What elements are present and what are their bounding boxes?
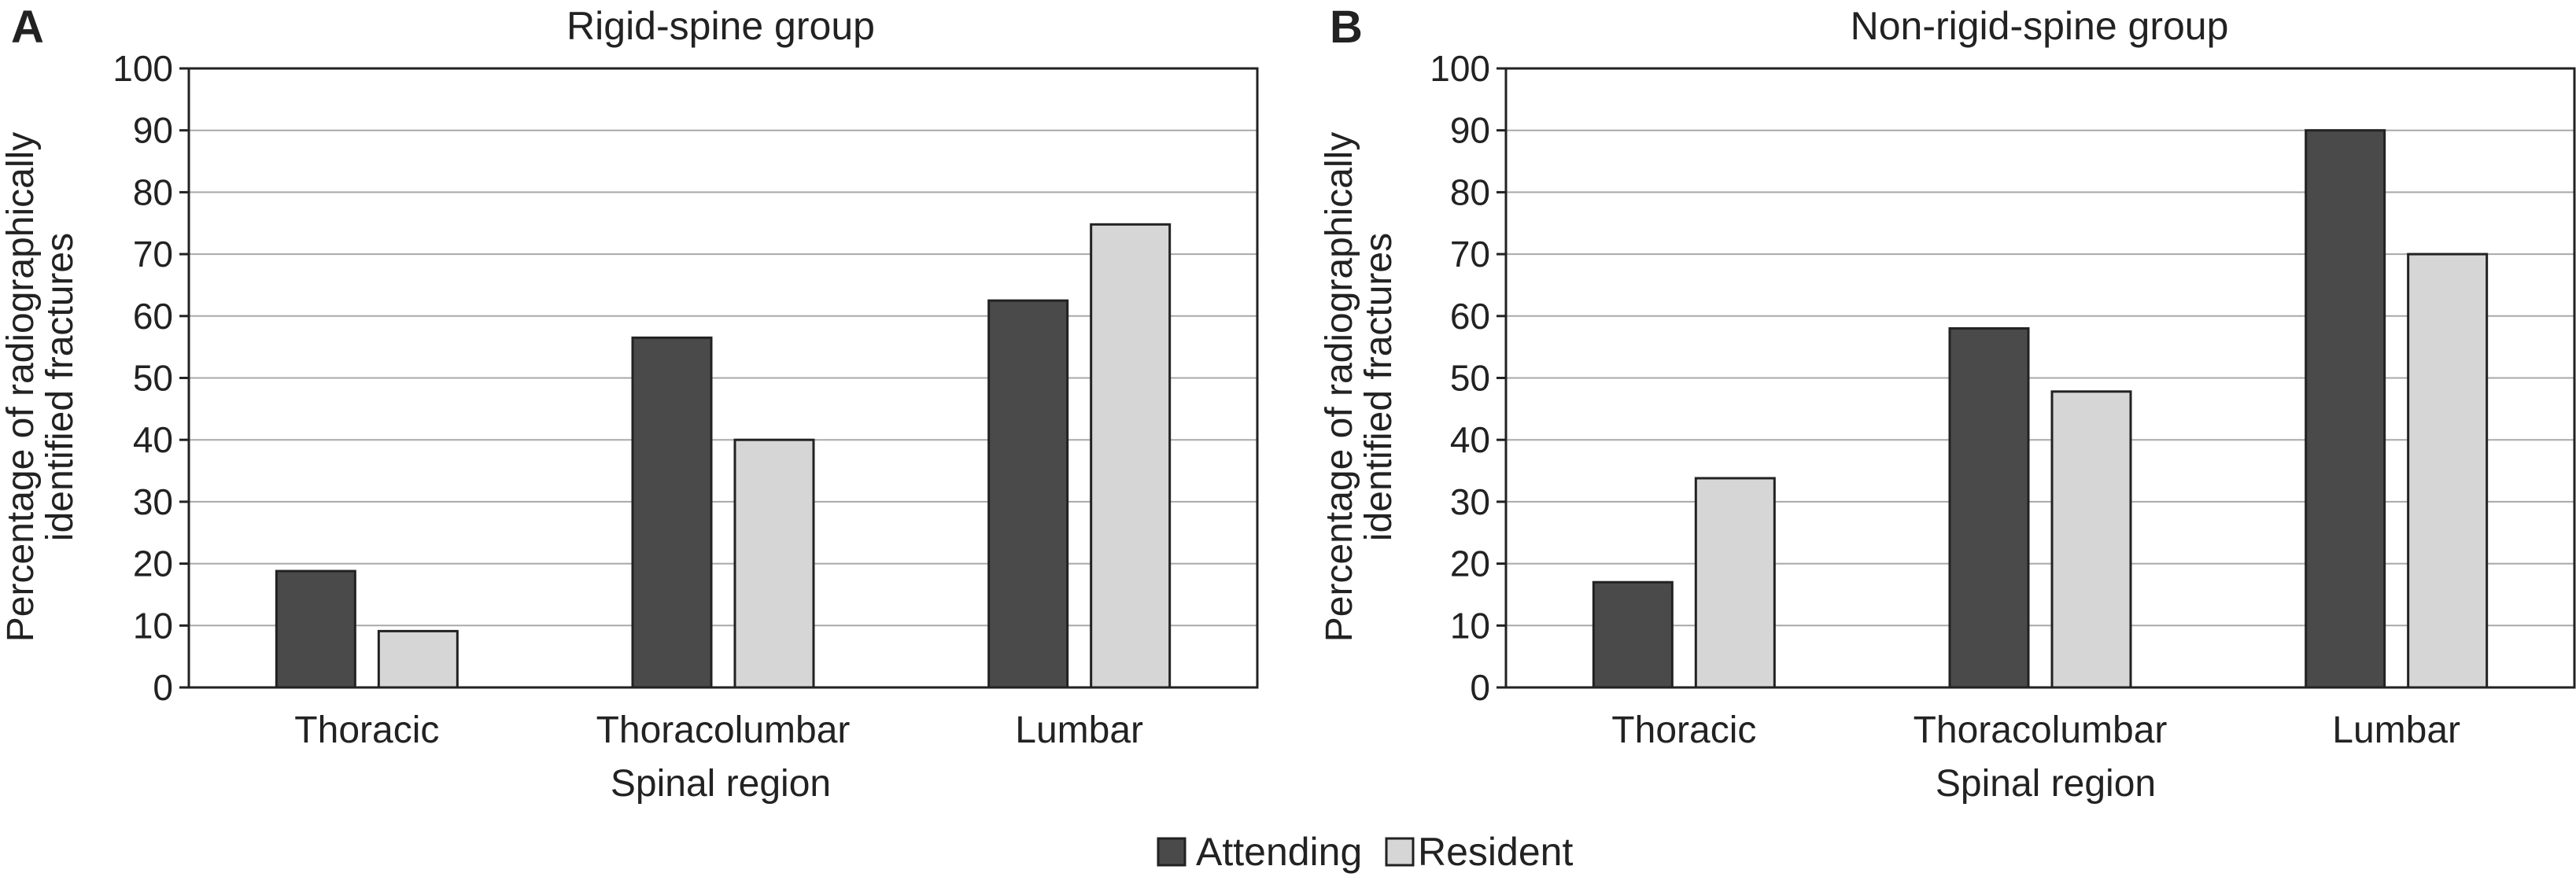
panel-a-y-tick-label: 100 bbox=[113, 48, 173, 89]
panel-b-bar-attending-thoracic bbox=[1592, 580, 1674, 689]
panel-a-y-tick-label: 60 bbox=[133, 296, 173, 337]
panel-b-y-tick-label: 20 bbox=[1450, 544, 1490, 584]
panel-letter-b: B bbox=[1330, 2, 1363, 53]
panel-a-bar-resident-thoracic bbox=[377, 629, 459, 689]
panel-a-gridlines bbox=[189, 129, 1257, 627]
panel-a-y-tick-label: 20 bbox=[133, 544, 173, 584]
panel-b-y-tick-label: 10 bbox=[1450, 605, 1490, 646]
panel-a-x-axis-title: Spinal region bbox=[611, 763, 831, 805]
panel-b-bar-resident-thoracolumbar bbox=[2050, 390, 2132, 689]
panel-b-bar-resident-thoracic bbox=[1694, 477, 1776, 689]
panel-letter-a: A bbox=[11, 2, 44, 53]
legend: Attending Resident bbox=[1157, 830, 1573, 874]
legend-swatch-resident bbox=[1385, 837, 1415, 867]
panel-a-bar-attending-thoracolumbar bbox=[631, 336, 713, 689]
panel-a-category-label: Thoracolumbar bbox=[596, 709, 851, 751]
panel-a-bar-resident-thoracolumbar bbox=[733, 438, 815, 689]
panel-a-y-axis-title: Percentage of radiographically identifie… bbox=[0, 132, 81, 642]
panel-b-category-label: Lumbar bbox=[2332, 709, 2460, 751]
legend-label-attending: Attending bbox=[1196, 830, 1362, 874]
panel-b-non-rigid-spine: B Non-rigid-spine group 0 10 20 30 40 50 60 70 8… bbox=[1319, 2, 2576, 805]
panel-a-x-categories: Thoracic Thoracolumbar Lumbar bbox=[294, 709, 1143, 751]
panel-a-bar-attending-thoracic bbox=[275, 569, 356, 689]
panel-b-y-tick-label: 50 bbox=[1450, 358, 1490, 399]
panel-b-bars bbox=[1592, 129, 2489, 689]
panel-b-y-tick-label: 40 bbox=[1450, 419, 1490, 460]
panel-a-y-tick-label: 0 bbox=[153, 667, 173, 708]
panel-a-y-tick-label: 80 bbox=[133, 171, 173, 212]
legend-label-resident: Resident bbox=[1418, 830, 1573, 874]
panel-a-bar-attending-lumbar bbox=[987, 299, 1069, 689]
panel-b-y-tick-label: 100 bbox=[1430, 48, 1490, 89]
panel-b-x-categories: Thoracic Thoracolumbar Lumbar bbox=[1611, 709, 2460, 751]
panel-b-y-tick-label: 80 bbox=[1450, 171, 1490, 212]
panel-a-y-tick-label: 90 bbox=[133, 110, 173, 151]
panel-a-y-tick-label: 10 bbox=[133, 605, 173, 646]
panel-a-y-tick-label: 30 bbox=[133, 481, 173, 522]
panel-a-category-label: Thoracic bbox=[294, 709, 439, 751]
panel-b-gridlines bbox=[1506, 129, 2574, 627]
panel-b-category-label: Thoracic bbox=[1611, 709, 1756, 751]
panel-b-title: Non-rigid-spine group bbox=[1851, 4, 2229, 48]
panel-a-y-ticks: 0 10 20 30 40 50 60 70 80 90 100 bbox=[113, 48, 189, 708]
panel-b-bar-attending-lumbar bbox=[2305, 129, 2386, 689]
panel-a-y-axis-title-line-2: identified fractures bbox=[39, 233, 81, 541]
panel-b-y-tick-label: 90 bbox=[1450, 110, 1490, 151]
panel-b-y-axis-title: Percentage of radiographically identifie… bbox=[1319, 132, 1400, 642]
panel-b-y-tick-label: 60 bbox=[1450, 296, 1490, 337]
panel-b-y-ticks: 0 10 20 30 40 50 60 70 80 90 100 bbox=[1430, 48, 1506, 708]
panel-b-y-tick-label: 70 bbox=[1450, 234, 1490, 275]
panel-a-y-tick-label: 70 bbox=[133, 234, 173, 275]
panel-b-bar-resident-lumbar bbox=[2407, 252, 2489, 689]
panel-b-y-axis-title-line-1: Percentage of radiographically bbox=[1319, 132, 1360, 642]
panel-b-y-axis-title-line-2: identified fractures bbox=[1358, 233, 1400, 541]
panel-a-y-axis-title-line-1: Percentage of radiographically bbox=[0, 132, 42, 642]
panel-b-category-label: Thoracolumbar bbox=[1914, 709, 2168, 751]
panel-b-y-tick-label: 30 bbox=[1450, 481, 1490, 522]
panel-a-title: Rigid-spine group bbox=[566, 4, 875, 48]
panel-a-category-label: Lumbar bbox=[1015, 709, 1143, 751]
panel-a-y-tick-label: 40 bbox=[133, 419, 173, 460]
panel-a-bars bbox=[275, 223, 1172, 689]
panel-a-y-tick-label: 50 bbox=[133, 358, 173, 399]
panel-a-bar-resident-lumbar bbox=[1090, 223, 1172, 689]
legend-swatch-attending bbox=[1157, 837, 1187, 867]
panel-b-bar-attending-thoracolumbar bbox=[1948, 327, 2030, 689]
panel-b-y-tick-label: 0 bbox=[1470, 667, 1490, 708]
panel-b-x-axis-title: Spinal region bbox=[1936, 763, 2156, 805]
panel-a-rigid-spine: A Rigid-spine group 0 10 20 30 40 50 60 70 80 90 1… bbox=[0, 2, 1259, 805]
